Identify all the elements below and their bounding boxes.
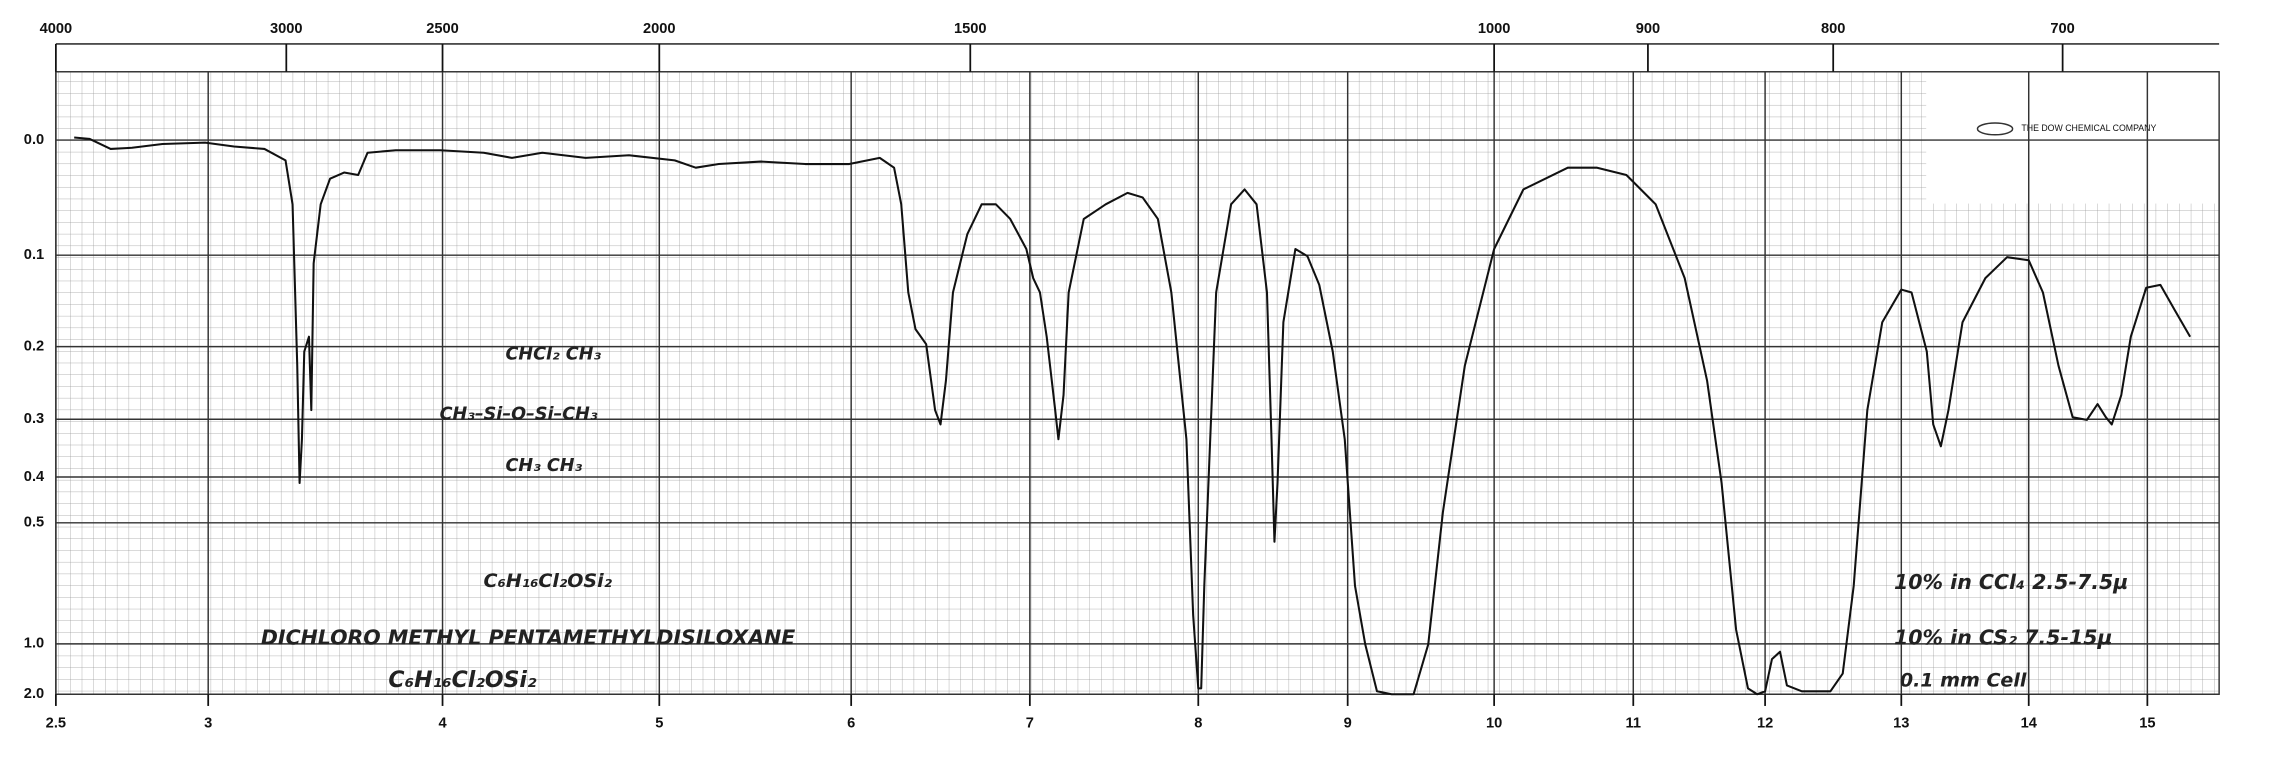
x-tick-label: 2.5 (46, 715, 66, 731)
x-tick-label: 6 (847, 715, 855, 731)
y-tick-label: 0.4 (24, 469, 45, 485)
y-tick-label: 2.0 (24, 686, 44, 702)
x2-tick-label: 1000 (1478, 21, 1511, 37)
x-tick-label: 11 (1626, 715, 1641, 731)
annotation: CH₃–Si–O–Si–CH₃ (440, 404, 598, 424)
logo-icon (1976, 122, 2014, 136)
annotation: DICHLORO METHYL PENTAMETHYLDISILOXANE (261, 626, 795, 650)
plot: 0.0 0.1 0.2 0.3 0.4 0.5 1.0 2.02.5 3 4 5 6 7 8 9 10 11 12… (24, 21, 2220, 731)
y-tick-label: 0.0 (24, 132, 44, 148)
x-tick-label: 12 (1757, 715, 1773, 731)
x-tick-label: 7 (1026, 715, 1034, 731)
x2-tick-label: 2500 (426, 21, 459, 37)
x-tick-label: 13 (1893, 715, 1909, 731)
y-tick-label: 0.2 (24, 339, 44, 355)
x2-tick-label: 2000 (643, 21, 676, 37)
logo-box (1926, 71, 2220, 204)
x-tick-label: 8 (1194, 715, 1202, 731)
y-tick-label: 1.0 (24, 636, 44, 652)
annotation: CHCl₂ CH₃ (506, 344, 602, 364)
annotation: C₆H₁₆Cl₂OSi₂ (484, 570, 613, 592)
y-tick-label: 0.1 (24, 247, 44, 263)
x-tick-label: 4 (438, 715, 447, 731)
spectrum-line (74, 136, 2192, 696)
x-tick-label: 5 (655, 715, 663, 731)
annotation: 10% in CS₂ 7.5-15µ (1894, 626, 2113, 650)
x2-tick-label: 800 (1821, 21, 1845, 37)
x-tick-label: 14 (2021, 715, 2038, 731)
x2-tick-label: 700 (2050, 21, 2074, 37)
annotation: C₆H₁₆Cl₂OSi₂ (388, 668, 537, 693)
x-tick-label: 10 (1486, 715, 1502, 731)
x2-tick-label: 900 (1636, 21, 1660, 37)
y-tick-label: 0.5 (24, 515, 44, 531)
x-tick-label: 3 (204, 715, 212, 731)
x2-tick-label: 3000 (270, 21, 303, 37)
annotation: CH₃ CH₃ (506, 456, 583, 476)
x2-tick-label: 1500 (954, 21, 987, 37)
x-tick-label: 9 (1344, 715, 1352, 731)
logo-text: THE DOW CHEMICAL COMPANY (2021, 123, 2156, 133)
chart-paper (55, 71, 2220, 695)
y-tick-label: 0.3 (24, 411, 44, 427)
x2-tick-label: 4000 (40, 21, 73, 37)
annotation: 0.1 mm Cell (1900, 670, 2027, 692)
x-tick-label: 15 (2139, 715, 2155, 731)
annotation: 10% in CCl₄ 2.5-7.5µ (1894, 570, 2128, 594)
